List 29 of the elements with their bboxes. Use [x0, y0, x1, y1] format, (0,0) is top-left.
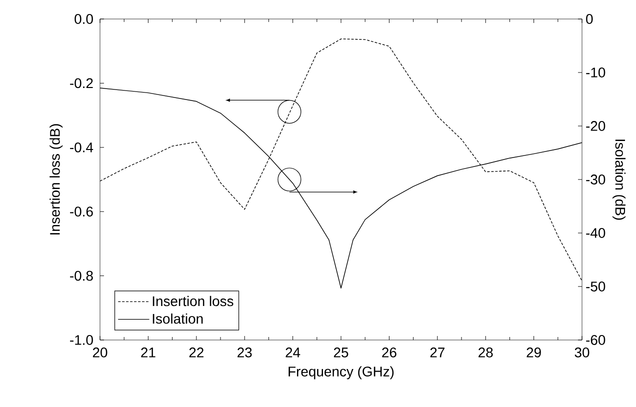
y2-tick-label: -50 — [586, 282, 606, 292]
y-tick-label: -0.2 — [70, 78, 93, 88]
y2-tick-label: -30 — [586, 174, 606, 184]
x-tick-label: 26 — [382, 348, 396, 358]
x-tick-label: 28 — [478, 348, 493, 358]
legend-label: Isolation — [152, 313, 203, 324]
x-axis-title: Frequency (GHz) — [288, 366, 394, 380]
y-tick-label: 0.0 — [74, 14, 93, 24]
y2-tick-label: -10 — [586, 68, 606, 78]
y-tick-label: -0.8 — [70, 270, 93, 281]
x-tick-label: 20 — [92, 348, 108, 358]
legend-label: Insertion loss — [152, 296, 234, 306]
y-axis-title: Insertion loss (dB) — [50, 124, 63, 234]
y-tick-label: -0.4 — [70, 142, 94, 152]
y2-axis-title: Isolation (dB) — [612, 140, 626, 220]
x-tick-label: 24 — [286, 348, 300, 358]
x-tick-label: 29 — [526, 348, 541, 358]
y-tick-label: -0.6 — [70, 206, 93, 217]
x-tick-label: 30 — [574, 348, 590, 358]
x-tick-label: 23 — [238, 348, 252, 358]
y2-tick-label: 0 — [586, 14, 593, 24]
y2-tick-label: -20 — [586, 121, 606, 131]
y2-tick-label: -60 — [586, 335, 606, 345]
y-tick-label: -1.0 — [70, 335, 93, 345]
x-tick-label: 21 — [141, 348, 156, 358]
y2-tick-label: -40 — [586, 228, 606, 238]
x-tick-label: 27 — [430, 348, 444, 358]
x-tick-label: 22 — [189, 348, 204, 358]
x-tick-label: 25 — [334, 348, 348, 358]
